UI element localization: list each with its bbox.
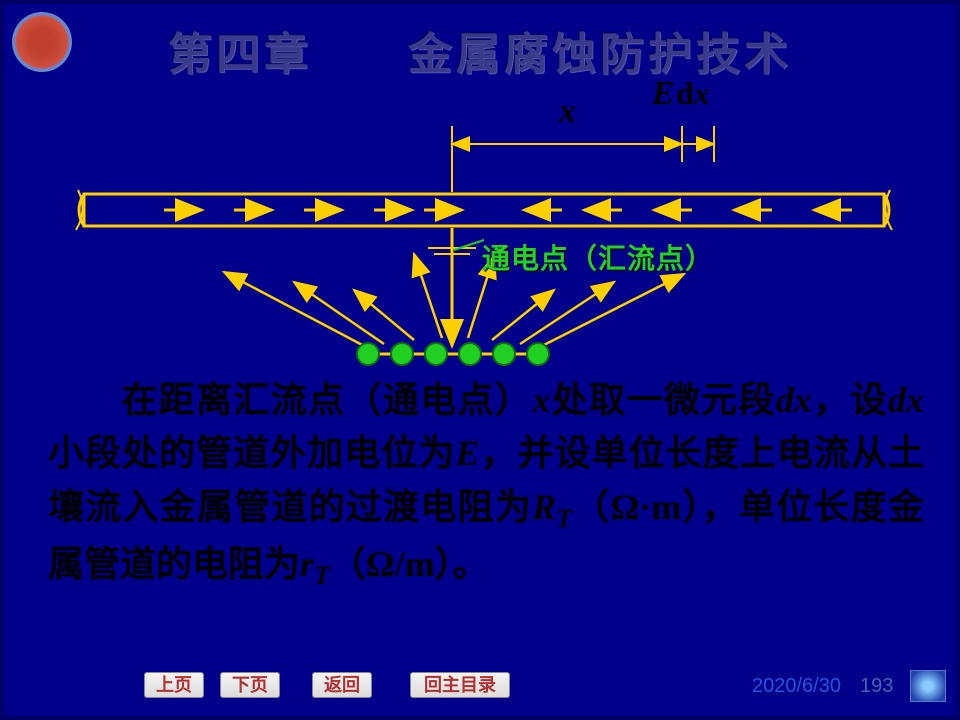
- cathodic-protection-diagram: x Edx: [54, 82, 914, 382]
- var-RT: RT: [532, 487, 572, 527]
- text: 小段处的管道外加电位为: [48, 433, 455, 473]
- svg-text:x: x: [558, 93, 576, 130]
- var-rT: rT: [300, 544, 330, 584]
- svg-text:E: E: [651, 82, 675, 112]
- body-paragraph: 在距离汇流点（通电点）x处取一微元段ddxx，设dx小段处的管道外加电位为E，并…: [48, 374, 924, 596]
- var-E: E: [455, 433, 479, 473]
- text: 在距离汇流点（通电点）: [120, 380, 532, 420]
- chapter-title: 第四章 金属腐蚀防护技术: [4, 18, 956, 82]
- nav-button-返回[interactable]: 返回: [312, 672, 372, 698]
- var-dx: dx: [888, 380, 924, 420]
- nav-button-上页[interactable]: 上页: [144, 672, 204, 698]
- slide: 第四章 金属腐蚀防护技术 xEdx 通电点（汇流点） 在距离汇流点（通电点）x处…: [0, 0, 960, 720]
- var-dx: ddxx: [776, 380, 812, 420]
- text: ，设: [812, 380, 888, 420]
- footer: 上页下页 返回 回主目录 2020/6/30 193: [4, 660, 956, 712]
- svg-text:dx: dx: [676, 82, 710, 111]
- corner-icon: [910, 670, 946, 702]
- nav-button-下页[interactable]: 下页: [220, 672, 280, 698]
- text: 处取一微元段: [550, 380, 776, 420]
- page-number: 193: [860, 675, 893, 698]
- nav-button-回主目录[interactable]: 回主目录: [410, 672, 510, 698]
- date-label: 2020/6/30: [752, 675, 841, 698]
- drain-point-label: 通电点（汇流点）: [482, 237, 714, 277]
- text: （Ω/m）。: [330, 544, 489, 584]
- var-x: x: [532, 380, 550, 420]
